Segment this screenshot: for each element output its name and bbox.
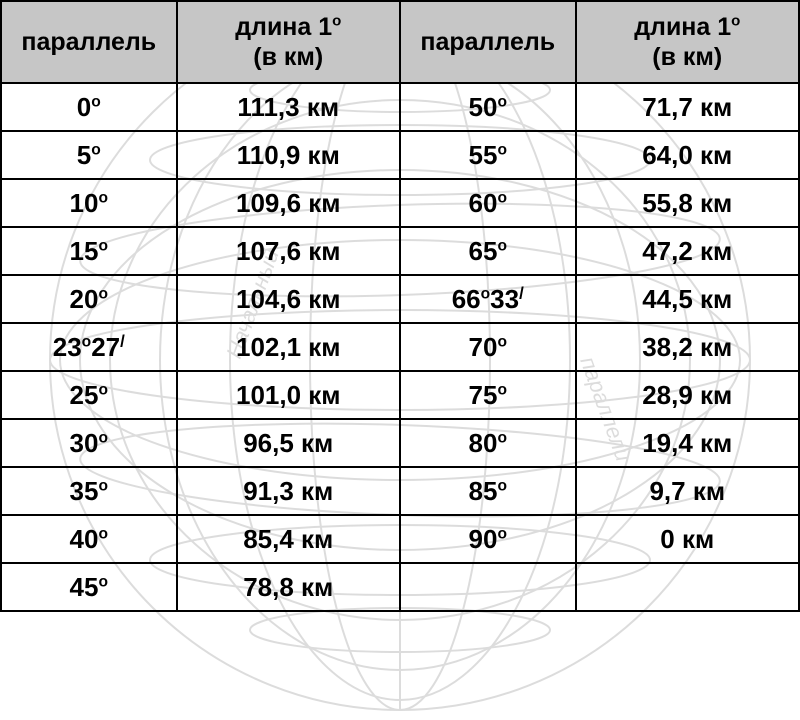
- length-cell: [576, 563, 799, 611]
- length-cell: 107,6 км: [177, 227, 400, 275]
- length-cell: 104,6 км: [177, 275, 400, 323]
- table-row: 45о78,8 км: [1, 563, 799, 611]
- parallel-cell: 66о33/: [400, 275, 576, 323]
- header-row: параллель длина 1о (в км) параллель длин…: [1, 1, 799, 83]
- parallel-cell: 75о: [400, 371, 576, 419]
- parallel-cell: 20о: [1, 275, 177, 323]
- length-cell: 91,3 км: [177, 467, 400, 515]
- length-cell: 110,9 км: [177, 131, 400, 179]
- parallel-cell: 23о27/: [1, 323, 177, 371]
- length-cell: 44,5 км: [576, 275, 799, 323]
- table-row: 40о85,4 км90о0 км: [1, 515, 799, 563]
- parallel-cell: 25о: [1, 371, 177, 419]
- parallel-cell: 35о: [1, 467, 177, 515]
- length-cell: 109,6 км: [177, 179, 400, 227]
- length-cell: 111,3 км: [177, 83, 400, 131]
- table-row: 30о96,5 км80о19,4 км: [1, 419, 799, 467]
- parallel-length-table: параллель длина 1о (в км) параллель длин…: [0, 0, 800, 612]
- table-row: 35о91,3 км85о9,7 км: [1, 467, 799, 515]
- length-cell: 28,9 км: [576, 371, 799, 419]
- parallel-cell: 40о: [1, 515, 177, 563]
- table-row: 25о101,0 км75о28,9 км: [1, 371, 799, 419]
- parallel-cell: 30о: [1, 419, 177, 467]
- table-row: 0о111,3 км50о71,7 км: [1, 83, 799, 131]
- parallel-cell: 0о: [1, 83, 177, 131]
- length-cell: 85,4 км: [177, 515, 400, 563]
- length-cell: 0 км: [576, 515, 799, 563]
- length-cell: 96,5 км: [177, 419, 400, 467]
- parallel-length-table-wrap: параллель длина 1о (в км) параллель длин…: [0, 0, 800, 612]
- header-parallel-2: параллель: [400, 1, 576, 83]
- parallel-cell: 55о: [400, 131, 576, 179]
- parallel-cell: 70о: [400, 323, 576, 371]
- table-row: 5о110,9 км55о64,0 км: [1, 131, 799, 179]
- parallel-cell: 90о: [400, 515, 576, 563]
- parallel-cell: 45о: [1, 563, 177, 611]
- parallel-cell: 85о: [400, 467, 576, 515]
- length-cell: 47,2 км: [576, 227, 799, 275]
- parallel-cell: 65о: [400, 227, 576, 275]
- length-cell: 78,8 км: [177, 563, 400, 611]
- parallel-cell: 60о: [400, 179, 576, 227]
- length-cell: 71,7 км: [576, 83, 799, 131]
- length-cell: 55,8 км: [576, 179, 799, 227]
- table-row: 15о107,6 км65о47,2 км: [1, 227, 799, 275]
- header-length-1: длина 1о (в км): [177, 1, 400, 83]
- table-row: 20о104,6 км66о33/44,5 км: [1, 275, 799, 323]
- table-row: 10о109,6 км60о55,8 км: [1, 179, 799, 227]
- length-cell: 19,4 км: [576, 419, 799, 467]
- parallel-cell: 15о: [1, 227, 177, 275]
- length-cell: 38,2 км: [576, 323, 799, 371]
- header-length-2: длина 1о (в км): [576, 1, 799, 83]
- parallel-cell: 5о: [1, 131, 177, 179]
- parallel-cell: [400, 563, 576, 611]
- length-cell: 64,0 км: [576, 131, 799, 179]
- length-cell: 9,7 км: [576, 467, 799, 515]
- length-cell: 102,1 км: [177, 323, 400, 371]
- table-row: 23о27/102,1 км70о38,2 км: [1, 323, 799, 371]
- parallel-cell: 80о: [400, 419, 576, 467]
- length-cell: 101,0 км: [177, 371, 400, 419]
- header-parallel-1: параллель: [1, 1, 177, 83]
- parallel-cell: 10о: [1, 179, 177, 227]
- parallel-cell: 50о: [400, 83, 576, 131]
